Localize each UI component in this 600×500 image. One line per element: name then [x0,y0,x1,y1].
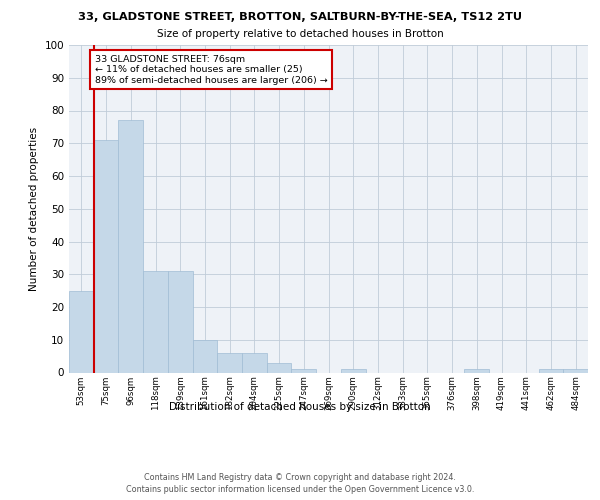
Bar [341,369,365,372]
Bar [563,369,588,372]
Y-axis label: Number of detached properties: Number of detached properties [29,126,39,291]
Text: 33, GLADSTONE STREET, BROTTON, SALTBURN-BY-THE-SEA, TS12 2TU: 33, GLADSTONE STREET, BROTTON, SALTBURN-… [78,12,522,22]
Bar [267,362,292,372]
Text: Contains HM Land Registry data © Crown copyright and database right 2024.: Contains HM Land Registry data © Crown c… [144,472,456,482]
Text: Size of property relative to detached houses in Brotton: Size of property relative to detached ho… [157,29,443,39]
Bar [539,369,563,372]
Bar [217,353,242,372]
Text: 33 GLADSTONE STREET: 76sqm
← 11% of detached houses are smaller (25)
89% of semi: 33 GLADSTONE STREET: 76sqm ← 11% of deta… [95,55,328,84]
Bar [118,120,143,372]
Bar [193,340,217,372]
Bar [292,369,316,372]
Bar [94,140,118,372]
Text: Distribution of detached houses by size in Brotton: Distribution of detached houses by size … [169,402,431,412]
Bar [242,353,267,372]
Bar [69,290,94,372]
Bar [168,271,193,372]
Bar [143,271,168,372]
Text: Contains public sector information licensed under the Open Government Licence v3: Contains public sector information licen… [126,485,474,494]
Bar [464,369,489,372]
